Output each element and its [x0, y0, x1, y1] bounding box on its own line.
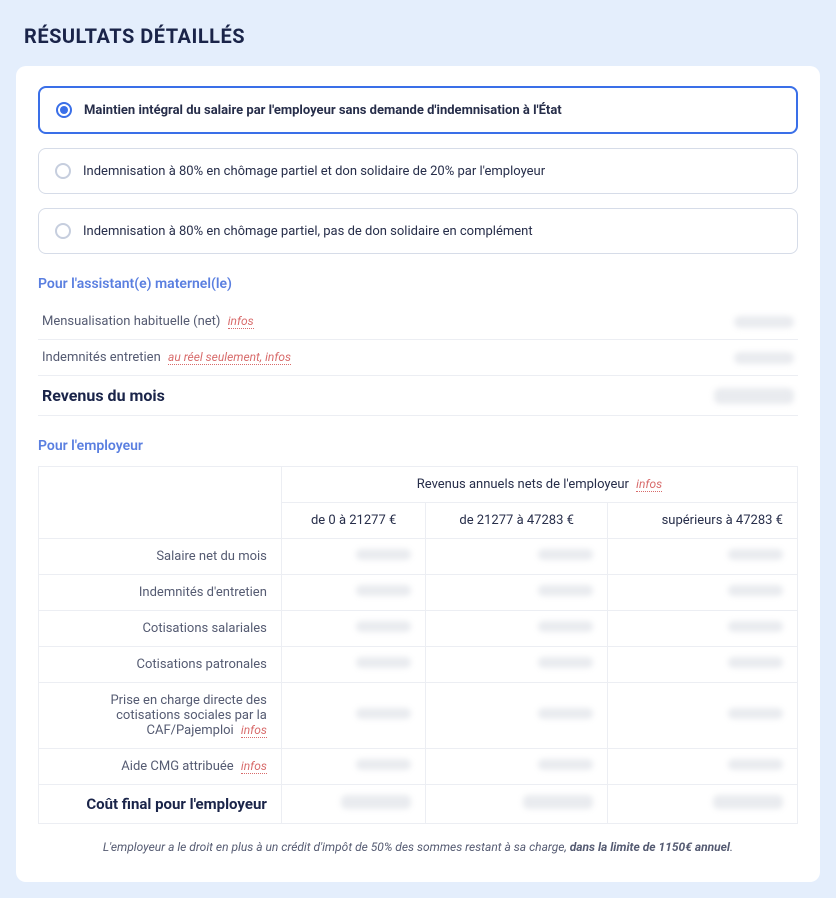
option-label: Maintien intégral du salaire par l'emplo…	[84, 103, 562, 118]
empty-header	[39, 467, 282, 539]
row-label: Salaire net du mois	[39, 539, 282, 575]
page-title: RÉSULTATS DÉTAILLÉS	[24, 24, 820, 48]
cell	[426, 539, 607, 575]
cell	[281, 575, 426, 611]
cell	[607, 749, 797, 785]
section-assistant-label: Pour l'assistant(e) maternel(le)	[38, 276, 798, 292]
cell	[426, 683, 607, 749]
footnote: L'employeur a le droit en plus à un créd…	[38, 840, 798, 854]
row-label: Cotisations patronales	[39, 647, 282, 683]
row-label: Mensualisation habituelle (net) infos	[42, 314, 254, 329]
cell	[281, 785, 426, 824]
row-label: Prise en charge directe des cotisations …	[39, 683, 282, 749]
cell	[426, 611, 607, 647]
cell	[281, 647, 426, 683]
table-row: Mensualisation habituelle (net) infos	[38, 304, 798, 339]
cell	[607, 575, 797, 611]
cell	[281, 749, 426, 785]
cell	[607, 539, 797, 575]
cell	[426, 647, 607, 683]
radio-icon	[55, 163, 71, 179]
info-link[interactable]: infos	[636, 477, 662, 492]
table-row: Cotisations patronales	[39, 647, 798, 683]
row-label: Coût final pour l'employeur	[39, 785, 282, 824]
option-indemnisation-sans-don[interactable]: Indemnisation à 80% en chômage partiel, …	[38, 208, 798, 254]
option-maintien-integral[interactable]: Maintien intégral du salaire par l'emplo…	[38, 86, 798, 134]
table-row: Indemnités d'entretien	[39, 575, 798, 611]
cell	[281, 611, 426, 647]
table-row: Indemnités entretien au réel seulement, …	[38, 339, 798, 375]
cell	[607, 785, 797, 824]
radio-icon	[56, 102, 72, 118]
table-row-total: Revenus du mois	[38, 375, 798, 415]
blurred-value	[734, 316, 794, 328]
results-card: Maintien intégral du salaire par l'emplo…	[16, 66, 820, 882]
blurred-value	[734, 352, 794, 364]
table-row: Salaire net du mois	[39, 539, 798, 575]
cell	[426, 749, 607, 785]
cell	[281, 683, 426, 749]
cell	[426, 575, 607, 611]
option-indemnisation-don[interactable]: Indemnisation à 80% en chômage partiel e…	[38, 148, 798, 194]
radio-icon	[55, 223, 71, 239]
blurred-value	[714, 388, 794, 404]
row-label: Indemnités d'entretien	[39, 575, 282, 611]
row-label: Cotisations salariales	[39, 611, 282, 647]
info-link[interactable]: au réel seulement, infos	[168, 350, 291, 365]
cell	[281, 539, 426, 575]
column-header: supérieurs à 47283 €	[607, 503, 797, 539]
cell	[607, 611, 797, 647]
option-label: Indemnisation à 80% en chômage partiel, …	[83, 224, 533, 239]
employer-table: Revenus annuels nets de l'employeur info…	[38, 466, 798, 824]
column-header: de 0 à 21277 €	[281, 503, 426, 539]
group-header: Revenus annuels nets de l'employeur info…	[281, 467, 797, 503]
column-header: de 21277 à 47283 €	[426, 503, 607, 539]
info-link[interactable]: infos	[241, 723, 267, 738]
row-label: Aide CMG attribuée infos	[39, 749, 282, 785]
row-label: Indemnités entretien au réel seulement, …	[42, 350, 291, 365]
info-link[interactable]: infos	[241, 759, 267, 774]
row-label: Revenus du mois	[42, 386, 165, 405]
option-label: Indemnisation à 80% en chômage partiel e…	[83, 164, 545, 179]
table-row-total: Coût final pour l'employeur	[39, 785, 798, 824]
section-employer-label: Pour l'employeur	[38, 438, 798, 454]
cell	[607, 647, 797, 683]
table-row: Prise en charge directe des cotisations …	[39, 683, 798, 749]
assistant-table: Mensualisation habituelle (net) infos In…	[38, 304, 798, 416]
cell	[607, 683, 797, 749]
cell	[426, 785, 607, 824]
table-row: Aide CMG attribuée infos	[39, 749, 798, 785]
table-row: Cotisations salariales	[39, 611, 798, 647]
info-link[interactable]: infos	[228, 314, 254, 329]
